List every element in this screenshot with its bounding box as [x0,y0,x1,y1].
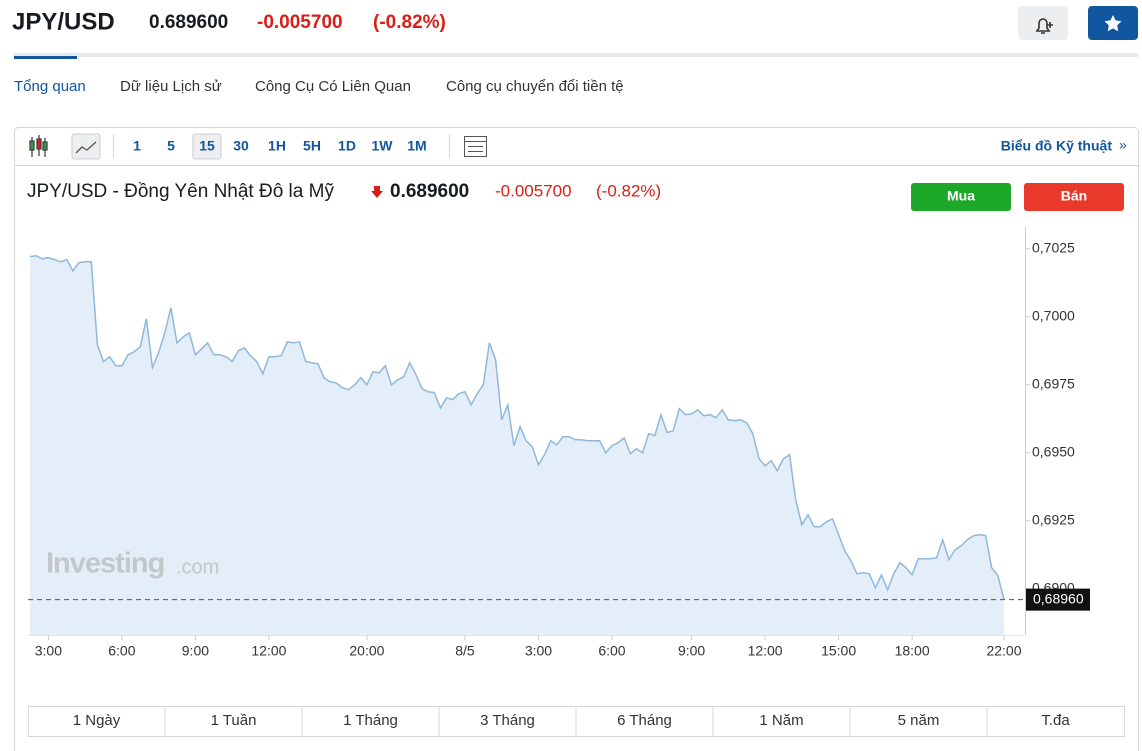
tab[interactable]: Dữ liệu Lịch sử [120,78,222,95]
line-chart-icon[interactable] [71,133,101,160]
interval[interactable]: 1 [133,138,141,154]
interval[interactable]: 1H [268,138,286,154]
current-price-box [1026,588,1090,611]
x-tick-label: 9:00 [678,643,705,659]
interval[interactable]: 5 [167,138,175,154]
interval[interactable]: 1M [407,138,426,154]
table-icon[interactable] [464,136,487,157]
x-tick-label: 18:00 [895,643,930,659]
range-button[interactable]: 5 năm [898,712,940,729]
x-tick-label: 3:00 [525,643,552,659]
buy-button[interactable] [911,183,1011,211]
x-tick-label: 22:00 [986,643,1021,659]
current-price-label: 0,68960 [1033,590,1084,606]
y-tick-label: 0,6975 [1032,375,1075,391]
range-button[interactable]: T.đa [1041,712,1070,729]
change: -0.005700 [257,12,343,33]
watermark-suffix: .com [176,556,219,578]
tab[interactable]: Công cụ chuyển đổi tiền tệ [446,78,624,95]
area-fill [30,255,1004,636]
technical-arrow[interactable]: » [1119,137,1127,153]
x-tick-label: 8/5 [455,643,475,659]
x-tick-label: 20:00 [349,643,384,659]
x-tick-label: 6:00 [598,643,625,659]
tab-indicator [14,56,77,59]
sell-label[interactable]: Bán [1061,188,1087,204]
x-tick-label: 12:00 [251,643,286,659]
watchlist-button[interactable] [1088,6,1138,40]
tab-rule [14,53,1138,57]
range-button[interactable]: 1 Năm [759,712,803,729]
watermark-brand: Investing [46,548,164,580]
quote-price: 0.689600 [390,181,469,202]
interval[interactable]: 1D [338,138,356,154]
x-tick-label: 12:00 [748,643,783,659]
y-tick-label: 0,7025 [1032,239,1075,255]
price-line [29,255,1005,600]
interval[interactable]: 30 [233,138,249,154]
interval-selected [192,133,222,160]
quote-change: -0.005700 [495,181,572,200]
technical-link[interactable]: Biểu đồ Kỹ thuật [1001,138,1113,154]
range-button[interactable]: 1 Ngày [73,712,121,729]
range-button[interactable]: 6 Tháng [617,712,672,729]
x-tick-label: 15:00 [821,643,856,659]
chart-frame [14,127,1139,751]
quote-change-pct: (-0.82%) [596,181,661,200]
y-tick-label: 0,6950 [1032,443,1075,459]
alert-button[interactable] [1018,6,1068,40]
tab[interactable]: Tổng quan [14,78,86,95]
sell-button[interactable] [1024,183,1124,211]
x-tick-label: 3:00 [35,643,62,659]
quote-name: JPY/USD - Đồng Yên Nhật Đô la Mỹ [27,181,334,202]
price: 0.689600 [149,12,228,33]
range-button[interactable]: 1 Tuần [211,712,257,729]
candle-icon[interactable] [29,135,48,157]
buy-label[interactable]: Mua [947,188,975,204]
interval[interactable]: 5H [303,138,321,154]
change-pct: (-0.82%) [373,12,446,33]
y-tick-label: 0,7000 [1032,307,1075,323]
x-tick-label: 9:00 [182,643,209,659]
range-button[interactable]: 3 Tháng [480,712,535,729]
interval[interactable]: 1W [372,138,394,154]
down-arrow [371,186,383,198]
x-tick-label: 6:00 [108,643,135,659]
interval[interactable]: 15 [199,138,215,154]
tab[interactable]: Công Cụ Có Liên Quan [255,78,411,95]
symbol: JPY/USD [12,8,115,35]
range-button[interactable]: 1 Tháng [343,712,398,729]
y-tick-label: 0,6925 [1032,511,1075,527]
